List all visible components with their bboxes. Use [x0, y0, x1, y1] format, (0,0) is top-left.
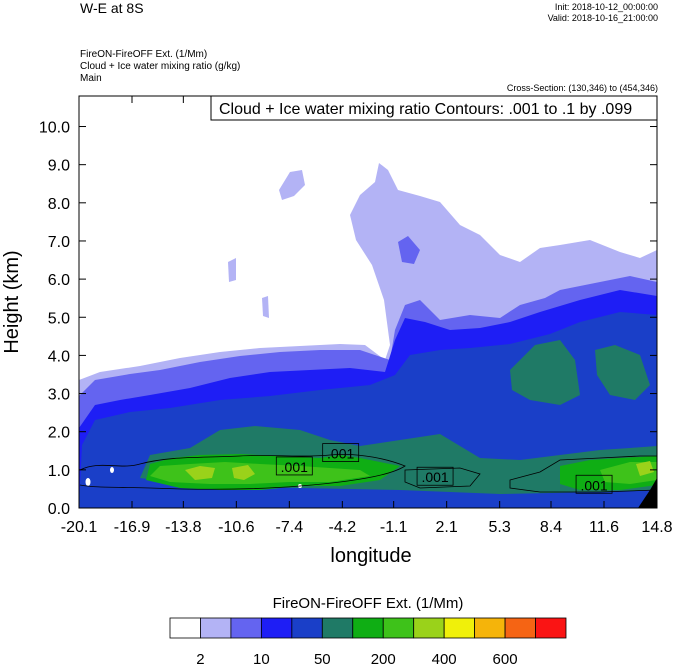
field-level-medium-patch	[398, 236, 420, 264]
field-speck	[110, 467, 114, 473]
colorbar-swatch	[260, 617, 293, 639]
y-tick-label: 1.0	[48, 463, 70, 480]
x-tick-label: -20.1	[61, 519, 98, 536]
subtitle-line-3: Main	[80, 73, 102, 84]
x-tick-label: 2.1	[436, 519, 458, 536]
contour-title-box	[210, 95, 658, 121]
field-level-yellow-green	[232, 465, 255, 480]
colorbar-label: 10	[253, 651, 270, 667]
x-axis-title: longitude	[330, 545, 411, 567]
colorbar-swatch	[291, 617, 323, 639]
y-tick-label: 4.0	[48, 348, 70, 365]
subtitle-line-2: Cloud + Ice water mixing ratio (g/kg)	[80, 61, 241, 72]
cross-section-label: Cross-Section: (130,346) to (454,346)	[506, 83, 658, 93]
valid-time: Valid: 2018-10-16_21:00:00	[547, 13, 658, 23]
colorbar-label: 50	[314, 651, 331, 667]
filled-contours	[79, 163, 657, 508]
colorbar-label: 200	[371, 651, 396, 667]
colorbar-swatch	[443, 617, 476, 639]
y-tick-label: 3.0	[48, 387, 70, 404]
contour-label: .001	[281, 459, 308, 475]
contour-title: Cloud + Ice water mixing ratio Contours:…	[219, 101, 632, 118]
field-level-yellow-green	[636, 461, 654, 476]
field-level-yellow-green	[185, 466, 215, 480]
terrain	[638, 478, 657, 508]
field-speck	[85, 478, 91, 486]
colorbar-swatch	[352, 617, 384, 639]
colorbar-swatch	[169, 617, 201, 639]
colorbar-swatch	[504, 617, 536, 639]
x-tick-label: -10.6	[218, 519, 255, 536]
field-level-light-patch	[228, 258, 236, 282]
contour-label: .001	[580, 477, 607, 493]
colorbar-swatch	[230, 617, 262, 639]
y-tick-label: 0.0	[48, 501, 70, 518]
x-tick-label: -7.4	[276, 519, 304, 536]
colorbar-label: 600	[493, 651, 518, 667]
y-tick-label: 9.0	[48, 158, 70, 175]
contour-label-box	[275, 456, 313, 476]
contour-line	[404, 467, 481, 489]
x-tick-label: -4.2	[329, 519, 357, 536]
colorbar-label: 2	[196, 651, 204, 667]
y-tick-label: 6.0	[48, 272, 70, 289]
field-level-light-patch	[279, 170, 305, 200]
colorbar-label: 400	[432, 651, 457, 667]
x-tick-label: 8.4	[540, 519, 562, 536]
x-tick-label: 14.8	[641, 519, 672, 536]
field-level-light-patch	[262, 296, 269, 318]
contour-label-box	[575, 474, 613, 494]
colorbar-swatch	[535, 617, 567, 639]
contour-label-box	[416, 466, 454, 486]
contour-label: .001	[421, 469, 448, 485]
y-tick-label: 2.0	[48, 425, 70, 442]
colorbar-swatch	[321, 617, 354, 639]
init-time: Init: 2018-10-12_00:00:00	[554, 2, 658, 12]
colorbar-swatch	[200, 617, 232, 639]
contour-line	[509, 455, 657, 493]
contour-label-box	[322, 443, 360, 462]
plot-title: W-E at 8S	[80, 0, 144, 16]
field-level-teal-patch	[510, 340, 580, 405]
y-tick-label: 5.0	[48, 310, 70, 327]
x-tick-label: -1.1	[380, 519, 408, 536]
y-tick-label: 10.0	[39, 120, 70, 137]
colorbar-swatch	[413, 617, 445, 639]
field-level-teal-patch	[595, 345, 650, 400]
x-tick-label: 11.6	[589, 519, 619, 536]
colorbar-title: FireON-FireOFF Ext. (1/Mm)	[273, 595, 464, 612]
contour-line	[79, 453, 406, 490]
x-tick-label: -16.9	[114, 519, 151, 536]
y-tick-label: 7.0	[48, 234, 70, 251]
y-tick-label: 8.0	[48, 196, 70, 213]
contour-label: .001	[327, 446, 354, 462]
y-axis-title: Height (km)	[1, 250, 23, 353]
x-tick-label: 5.3	[489, 519, 511, 536]
colorbar-swatch	[474, 617, 506, 639]
x-tick-label: -13.8	[165, 519, 202, 536]
contour-lines	[79, 453, 657, 493]
subtitle-line-1: FireON-FireOFF Ext. (1/Mm)	[80, 49, 208, 60]
colorbar-swatch	[382, 617, 415, 639]
